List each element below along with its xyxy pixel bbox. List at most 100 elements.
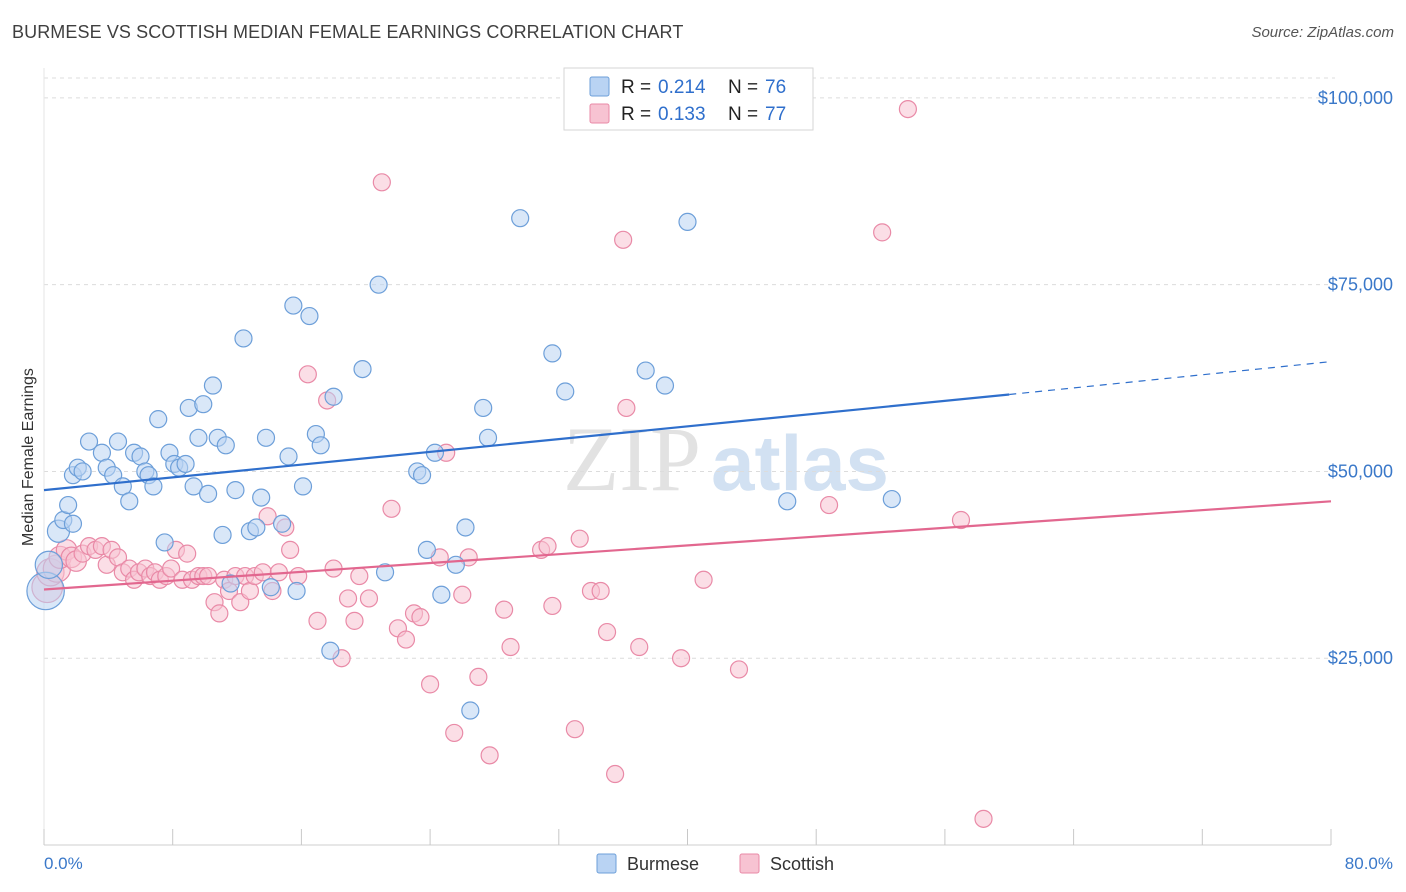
burmese-point (272, 514, 292, 533)
burmese-point (284, 296, 303, 315)
burmese-point (300, 306, 319, 326)
scottish-point (617, 398, 636, 418)
scottish-point (570, 529, 589, 548)
y-tick-label: $25,000 (1328, 648, 1393, 668)
scottish-point (345, 611, 364, 630)
burmese-point (287, 581, 306, 601)
scottish-point (469, 667, 488, 686)
series-legend-swatch-burmese[interactable] (596, 853, 617, 874)
series-legend-swatch-scottish[interactable] (739, 853, 760, 874)
stats-legend-r-label-scottish: R = (621, 104, 656, 125)
stats-legend-r-label-burmese: R = (621, 77, 656, 98)
series-legend-label-scottish[interactable]: Scottish (770, 854, 834, 874)
y-tick-label: $75,000 (1328, 275, 1393, 295)
svg-text:R = 0.133 N =: R = 0.133 N = 77 (621, 104, 786, 125)
burmese-point (216, 436, 235, 455)
stats-legend-n-value-burmese: 76 (765, 77, 786, 98)
burmese-point (261, 578, 280, 597)
stats-legend-n-value-scottish: 77 (765, 104, 786, 125)
scottish-point (421, 675, 440, 694)
burmese-point (446, 555, 465, 574)
burmese-point (176, 454, 195, 474)
scottish-point (543, 596, 562, 616)
burmese-point (543, 344, 562, 363)
stats-legend-n-label-scottish: N = (728, 104, 763, 125)
scottish-point (898, 99, 917, 119)
burmese-point (149, 410, 168, 429)
burmese-point (144, 477, 163, 496)
burmese-point (194, 395, 213, 414)
scottish-point (951, 510, 971, 530)
burmese-point (556, 382, 575, 401)
burmese-point (252, 488, 271, 507)
burmese-point (456, 518, 475, 537)
burmese-point (412, 466, 432, 485)
burmese-point (778, 492, 797, 511)
scottish-point (480, 746, 499, 765)
burmese-point (198, 484, 218, 503)
scottish-point (372, 173, 391, 192)
burmese-point (324, 387, 343, 406)
burmese-point (247, 518, 266, 537)
scottish-point (253, 563, 272, 582)
scottish-point (178, 544, 197, 563)
y-tick-label: $50,000 (1328, 461, 1393, 481)
scottish-point (338, 589, 358, 608)
burmese-points (26, 209, 901, 720)
stats-legend-swatch-scottish (589, 103, 610, 124)
burmese-point (417, 540, 436, 559)
burmese-point (120, 492, 139, 511)
scottish-point (694, 570, 713, 589)
scottish-point (396, 630, 416, 649)
burmese-trend-line (43, 393, 1010, 492)
scottish-point (538, 537, 557, 556)
watermark-atlas: atlas (711, 419, 889, 507)
axis-ticks (43, 829, 1332, 845)
burmese-point (63, 514, 83, 533)
burmese-point (478, 428, 498, 447)
chart-title: BURMESE VS SCOTTISH MEDIAN FEMALE EARNIN… (12, 22, 684, 42)
burmese-point (655, 376, 675, 395)
scottish-point (565, 720, 584, 739)
burmese-point (221, 574, 240, 593)
scottish-point (630, 637, 649, 657)
scottish-trend-line (43, 500, 1332, 591)
burmese-point (461, 701, 480, 720)
series-legend-label-burmese[interactable]: Burmese (627, 854, 699, 874)
y-axis-label: Median Female Earnings (20, 368, 37, 546)
burmese-point (636, 361, 655, 380)
grid-lines (44, 77, 1335, 659)
scottish-point (210, 604, 229, 623)
scottish-point (289, 566, 308, 586)
burmese-point (321, 641, 340, 660)
scottish-point (873, 223, 892, 242)
watermark: ZIP atlas (563, 408, 889, 510)
burmese-trend-extension (1009, 361, 1332, 396)
burmese-point (155, 533, 174, 552)
scottish-point (308, 611, 327, 630)
scottish-point (819, 495, 839, 515)
trend-lines (43, 361, 1332, 591)
source-label: Source: ZipAtlas.com (1251, 24, 1394, 41)
burmese-point (432, 585, 451, 604)
burmese-point (279, 447, 298, 466)
scottish-point (350, 566, 369, 586)
x-tick-label-min: 0.0% (44, 854, 83, 873)
burmese-point (108, 432, 128, 451)
stats-legend: R = 0.214 N = 76 R = 0.133 N = 77 (563, 67, 814, 131)
burmese-point (375, 563, 395, 582)
scottish-point (671, 649, 691, 668)
stats-legend-n-label-burmese: N = (728, 77, 763, 98)
scottish-point (606, 764, 625, 784)
burmese-point (882, 489, 901, 509)
burmese-point (184, 477, 203, 496)
series-legend: Burmese Scottish (596, 853, 834, 874)
scottish-point (198, 566, 218, 586)
burmese-point (189, 428, 208, 447)
scottish-point (445, 723, 464, 743)
scottish-point (597, 622, 617, 642)
y-tick-labels: $25,000 $50,000 $75,000 $100,000 (1318, 88, 1393, 668)
burmese-point (353, 359, 372, 379)
burmese-point (203, 376, 223, 395)
